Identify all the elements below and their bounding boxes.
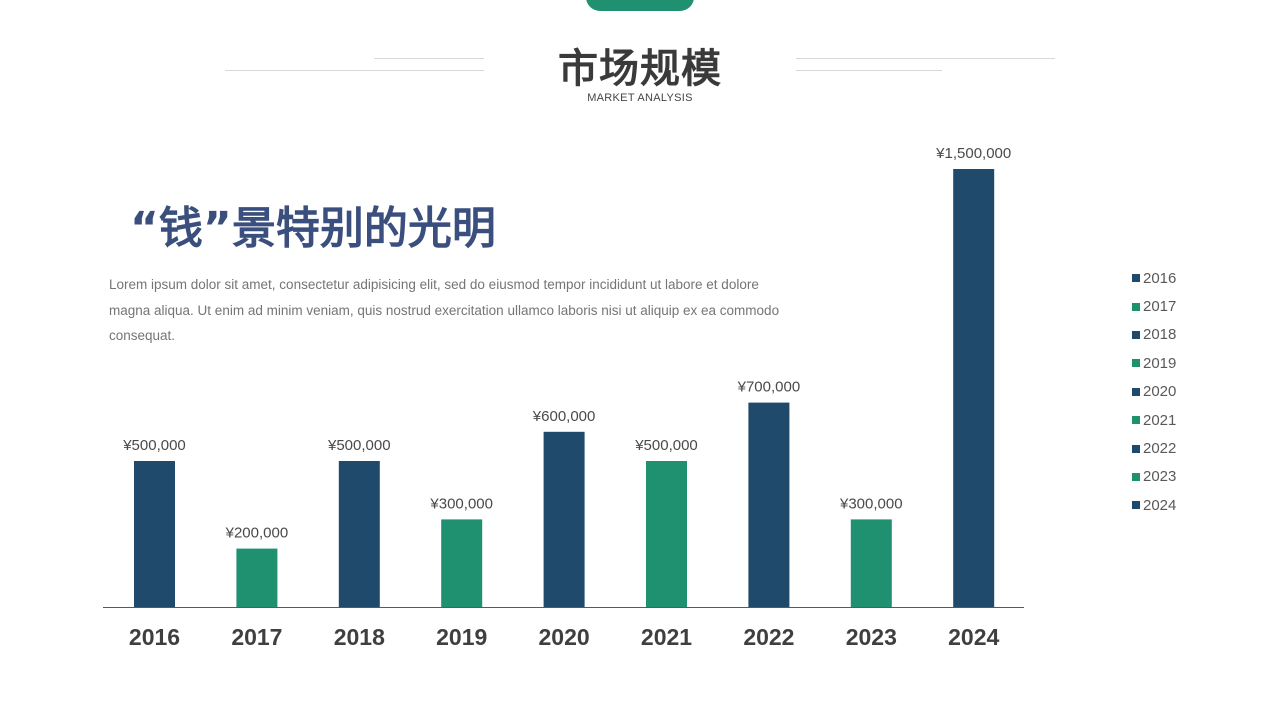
legend-item-2019: 2019 (1132, 349, 1176, 377)
data-label-2021: ¥500,000 (634, 437, 698, 454)
bar-2022 (748, 402, 790, 607)
legend-label-2021: 2021 (1143, 411, 1177, 429)
x-tick-label-2019: 2019 (436, 624, 487, 650)
x-tick-label-2024: 2024 (948, 624, 999, 650)
bar-2020 (543, 431, 585, 607)
legend-item-2018: 2018 (1132, 321, 1176, 349)
legend-swatch-2018 (1132, 330, 1140, 339)
legend-item-2017: 2017 (1132, 292, 1176, 320)
legend-label-2017: 2017 (1143, 298, 1177, 316)
legend-swatch-2016 (1132, 274, 1140, 283)
legend-swatch-2017 (1132, 302, 1140, 311)
legend-label-2016: 2016 (1143, 269, 1177, 287)
page-title: 市场规模 (558, 46, 722, 92)
legend-swatch-2024 (1132, 501, 1140, 510)
legend-item-2024: 2024 (1132, 491, 1176, 519)
bar-2017 (236, 548, 278, 607)
data-label-2020: ¥600,000 (532, 408, 596, 425)
legend-label-2022: 2022 (1143, 440, 1177, 458)
bar-2021 (646, 461, 687, 607)
data-label-2016: ¥500,000 (122, 437, 186, 454)
legend-item-2020: 2020 (1132, 378, 1176, 406)
x-tick-label-2021: 2021 (641, 624, 692, 650)
legend-swatch-2022 (1132, 444, 1140, 453)
data-label-2019: ¥300,000 (429, 495, 493, 512)
x-tick-label-2020: 2020 (539, 624, 590, 650)
title-divider-left-upper (374, 58, 484, 59)
legend-item-2021: 2021 (1132, 406, 1176, 434)
legend-label-2018: 2018 (1143, 326, 1177, 344)
bar-2024 (953, 169, 995, 607)
legend-item-2022: 2022 (1132, 434, 1176, 462)
legend-label-2024: 2024 (1143, 496, 1177, 514)
legend-swatch-2020 (1132, 387, 1140, 396)
bar-2016 (134, 461, 175, 607)
chart-legend: 2016 2017 2018 2019 2020 2021 2022 2023 2024 (1132, 264, 1176, 520)
data-label-2024: ¥1,500,000 (935, 145, 1011, 162)
legend-item-2016: 2016 (1132, 264, 1176, 292)
data-label-2023: ¥300,000 (839, 495, 903, 512)
headline: “钱”景特别的光明 (130, 203, 496, 254)
x-tick-label-2022: 2022 (743, 624, 794, 650)
x-tick-label-2016: 2016 (129, 624, 180, 650)
title-divider-left-lower (225, 70, 484, 71)
legend-label-2019: 2019 (1143, 354, 1177, 372)
title-divider-right-upper (796, 58, 1055, 59)
data-label-2022: ¥700,000 (737, 379, 801, 396)
x-tick-label-2017: 2017 (231, 624, 282, 650)
page-subtitle: MARKET ANALYSIS (587, 92, 693, 104)
title-divider-right-lower (796, 70, 942, 71)
legend-label-2020: 2020 (1143, 383, 1177, 401)
data-label-2017: ¥200,000 (225, 525, 289, 542)
legend-item-2023: 2023 (1132, 463, 1176, 491)
legend-label-2023: 2023 (1143, 468, 1177, 486)
bar-2018 (338, 461, 380, 607)
legend-swatch-2019 (1132, 359, 1140, 368)
x-tick-label-2023: 2023 (846, 624, 897, 650)
legend-swatch-2023 (1132, 472, 1140, 481)
top-accent-tab (586, 0, 694, 11)
data-label-2018: ¥500,000 (327, 437, 391, 454)
x-tick-label-2018: 2018 (334, 624, 385, 650)
bar-2023 (850, 519, 892, 607)
legend-swatch-2021 (1132, 416, 1140, 425)
bar-2019 (441, 519, 483, 607)
body-paragraph: Lorem ipsum dolor sit amet, consectetur … (109, 277, 780, 343)
